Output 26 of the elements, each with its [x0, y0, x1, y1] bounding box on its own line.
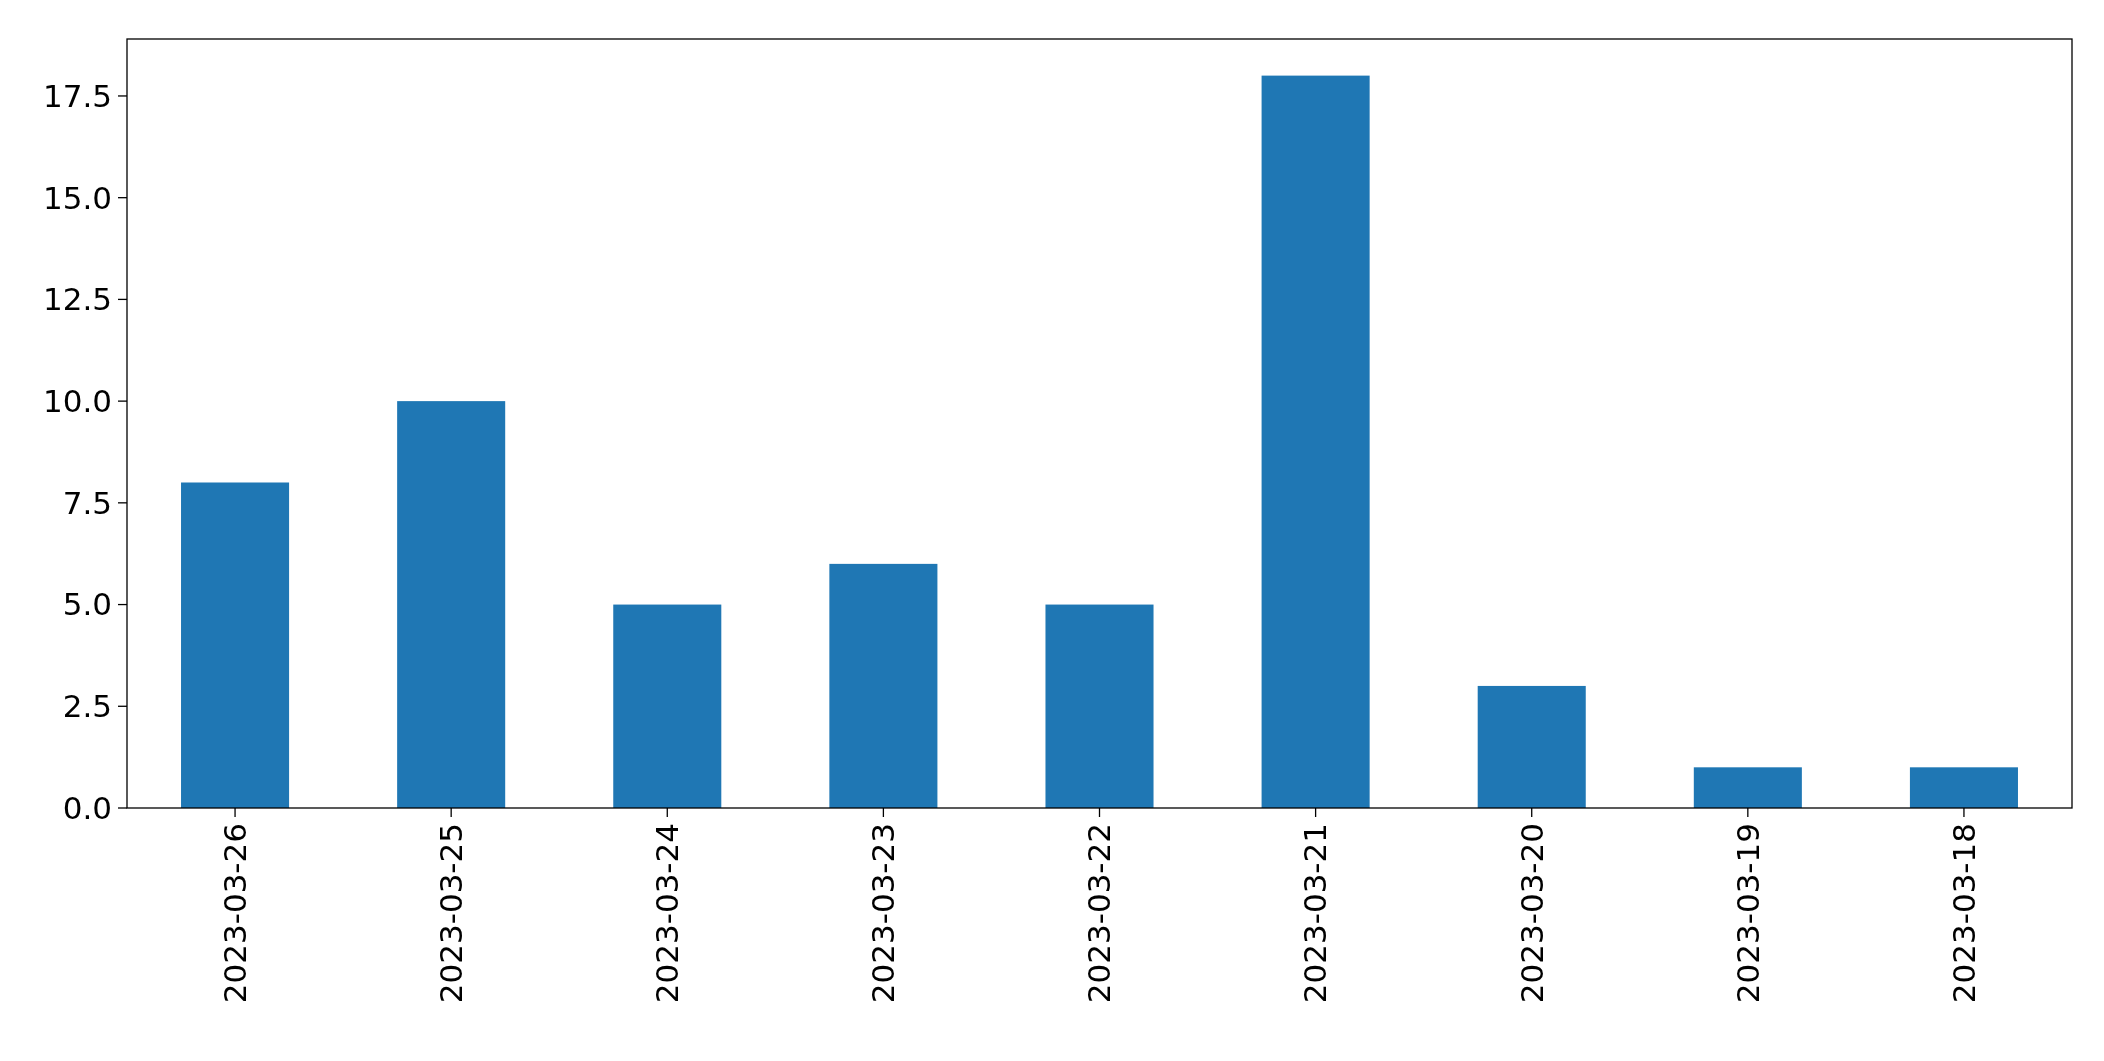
x-tick-label: 2023-03-22: [1081, 823, 1118, 1004]
bar: [1477, 685, 1586, 808]
x-tick-label: 2023-03-20: [1513, 823, 1550, 1004]
x-tick-label: 2023-03-25: [433, 823, 470, 1004]
y-tick-label: 2.5: [62, 688, 112, 725]
x-tick-label: 2023-03-19: [1729, 823, 1766, 1004]
y-tick-label: 0.0: [62, 789, 112, 826]
bar: [181, 482, 290, 808]
y-tick-label: 5.0: [62, 586, 112, 623]
x-tick-label: 2023-03-24: [649, 823, 686, 1004]
x-tick-label: 2023-03-18: [1945, 823, 1982, 1004]
x-tick-label: 2023-03-23: [865, 823, 902, 1004]
bar: [397, 401, 506, 808]
y-tick-label: 15.0: [42, 179, 112, 216]
x-tick-label: 2023-03-26: [216, 823, 253, 1004]
bar: [613, 604, 722, 808]
bar: [1909, 767, 2018, 808]
y-tick-label: 10.0: [42, 382, 112, 419]
bar: [1045, 604, 1154, 808]
bar: [1693, 767, 1802, 808]
x-tick-label: 2023-03-21: [1297, 823, 1334, 1004]
bar: [1261, 75, 1370, 808]
y-tick-label: 7.5: [62, 484, 112, 521]
bar: [829, 563, 938, 808]
y-tick-label: 12.5: [42, 281, 112, 318]
y-tick-label: 17.5: [42, 77, 112, 114]
